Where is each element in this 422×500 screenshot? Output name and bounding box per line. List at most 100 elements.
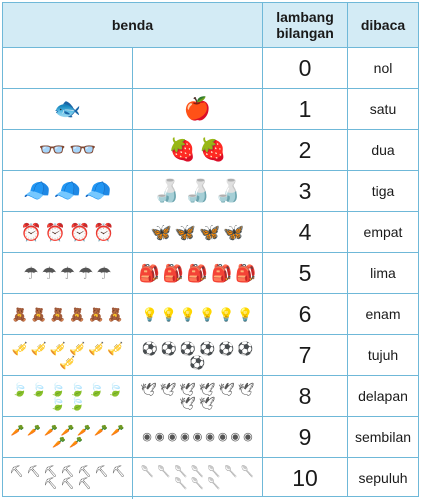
carrot-icon: 🥕 [43,424,58,437]
trumpet-icon: 🎺 [49,340,66,356]
alarm-clock-icon: ⏰ [93,222,115,242]
column-divider [132,335,133,375]
trowel-icon: ⛏ [94,465,109,478]
glasses-icon: 👓 [69,137,97,162]
trowel-icon: ⛏ [26,465,41,478]
spoon-icon: 🥄 [224,465,238,478]
soccer-ball-icon: ⚽ [199,340,216,356]
header-lambang-bilangan: lambang bilangan [276,9,334,41]
soccer-ball-icon: ⚽ [141,340,158,356]
benda-left-cell: ☂ ☂ ☂ ☂ ☂ [3,253,132,293]
soccer-ball-icon: ⚽ [189,354,206,370]
benda-left-cell: 👓 👓 [3,130,132,170]
trowel-icon: ⛏ [77,465,92,478]
numeral: 10 [292,464,318,491]
soccer-ball-icon: ⚽ [160,340,177,356]
benda-left-cell [3,48,132,88]
column-divider [132,130,133,170]
bird-icon: 🕊 [238,381,255,397]
light-bulb-icon: 💡 [237,306,254,322]
table-body: 0 nol 🐟 🍎 1 satu 👓 👓 🍓 🍓 2 dua 🧢 🧢 🧢 🍶 🍶 🍶 3 tiga ⏰ ⏰ ⏰ ⏰ 🦋 🦋 🦋 🦋 4 e… [3,48,418,499]
strawberry-icon: 🍓 [168,137,196,162]
backpack-icon: 🎒 [211,263,233,283]
carrot-icon: 🥕 [69,436,83,449]
leaf-icon: 🍃 [49,381,66,397]
bird-icon: 🕊 [218,381,236,397]
bird-icon: 🕊 [159,381,177,397]
trowel-icon: ⛏ [60,477,75,490]
light-bulb-icon: 💡 [218,306,235,322]
benda-right-cell: 🥄 🥄 🥄 🥄 🥄 🥄 🥄 🥄 🥄 🥄 [133,458,262,498]
leaf-icon: 🍃 [49,395,66,411]
butterfly-icon: 🦋 [199,222,221,242]
numeral: 8 [298,382,312,409]
alarm-clock-icon: ⏰ [69,222,91,242]
carrot-icon: 🥕 [60,424,75,437]
spoon-icon: 🥄 [207,465,222,478]
alarm-clock-icon: ⏰ [20,222,42,242]
number-word: delapan [358,388,408,404]
marble-icon: ◉ [243,430,253,443]
benda-right-cell [133,48,262,88]
benda-right-cell: 🕊 🕊 🕊 🕊 🕊 🕊 🕊 🕊 [133,376,262,416]
bottle-icon: 🍶 [153,178,181,203]
benda-right-cell: 💡 💡 💡 💡 💡 💡 [133,294,262,334]
marble-icon: ◉ [230,430,241,443]
benda-right-cell: 🎒 🎒 🎒 🎒 🎒 [133,253,262,293]
butterfly-icon: 🦋 [150,222,172,242]
trumpet-icon: 🎺 [59,354,76,370]
backpack-icon: 🎒 [138,263,160,283]
numeral: 9 [298,423,312,450]
leaf-icon: 🍃 [69,381,86,397]
leaf-icon: 🍃 [11,381,28,397]
column-divider [347,3,348,496]
soccer-ball-icon: ⚽ [237,340,254,356]
numeral: 0 [298,54,312,81]
bird-icon: 🕊 [199,395,216,411]
bird-icon: 🕊 [140,381,157,397]
teddy-bear-icon: 🧸 [49,306,66,322]
header-dibaca: dibaca [360,17,406,33]
teddy-bear-icon: 🧸 [30,306,47,322]
benda-left-cell: 🍃 🍃 🍃 🍃 🍃 🍃 🍃 🍃 [3,376,132,416]
table-row: 0 nol [3,48,418,89]
marble-icon: ◉ [142,430,152,443]
strawberry-icon: 🍓 [199,137,227,162]
backpack-icon: 🎒 [186,263,209,283]
table-header: benda lambang bilangan dibaca [3,3,418,48]
leaf-icon: 🍃 [69,395,86,411]
marble-icon: ◉ [154,430,165,443]
leaf-icon: 🍃 [88,381,105,397]
spoon-icon: 🥄 [207,477,222,490]
table-row: 🧢 🧢 🧢 🍶 🍶 🍶 3 tiga [3,171,418,212]
column-divider [132,253,133,293]
leaf-icon: 🍃 [107,381,124,397]
butterfly-icon: 🦋 [174,222,196,242]
umbrella-icon: ☂ [41,263,57,283]
column-divider [262,3,263,496]
trumpet-icon: 🎺 [107,340,124,356]
table-row: 🧸 🧸 🧸 🧸 🧸 🧸 💡 💡 💡 💡 💡 💡 6 enam [3,294,418,335]
teddy-bear-icon: 🧸 [107,306,124,322]
butterfly-icon: 🦋 [223,222,245,242]
bird-icon: 🕊 [179,381,196,397]
column-divider [132,89,133,129]
table-row: ⏰ ⏰ ⏰ ⏰ 🦋 🦋 🦋 🦋 4 empat [3,212,418,253]
carrot-icon: 🥕 [77,424,92,437]
umbrella-icon: ☂ [59,263,76,283]
leaf-icon: 🍃 [30,381,47,397]
trumpet-icon: 🎺 [69,340,86,356]
carrot-icon: 🥕 [94,424,108,437]
benda-right-cell: ◉ ◉ ◉ ◉ ◉ ◉ ◉ ◉ ◉ [133,417,262,457]
backpack-icon: 🎒 [162,263,184,283]
number-word: tujuh [367,347,399,363]
number-word: sepuluh [358,470,408,486]
apple-icon: 🍎 [183,96,212,121]
benda-left-cell: 🧸 🧸 🧸 🧸 🧸 🧸 [3,294,132,334]
benda-right-cell: 🦋 🦋 🦋 🦋 [133,212,262,252]
carrot-icon: 🥕 [52,436,66,449]
column-divider [132,458,133,499]
benda-right-cell: 🍓 🍓 [133,130,262,170]
cap-icon: 🧢 [53,178,82,203]
